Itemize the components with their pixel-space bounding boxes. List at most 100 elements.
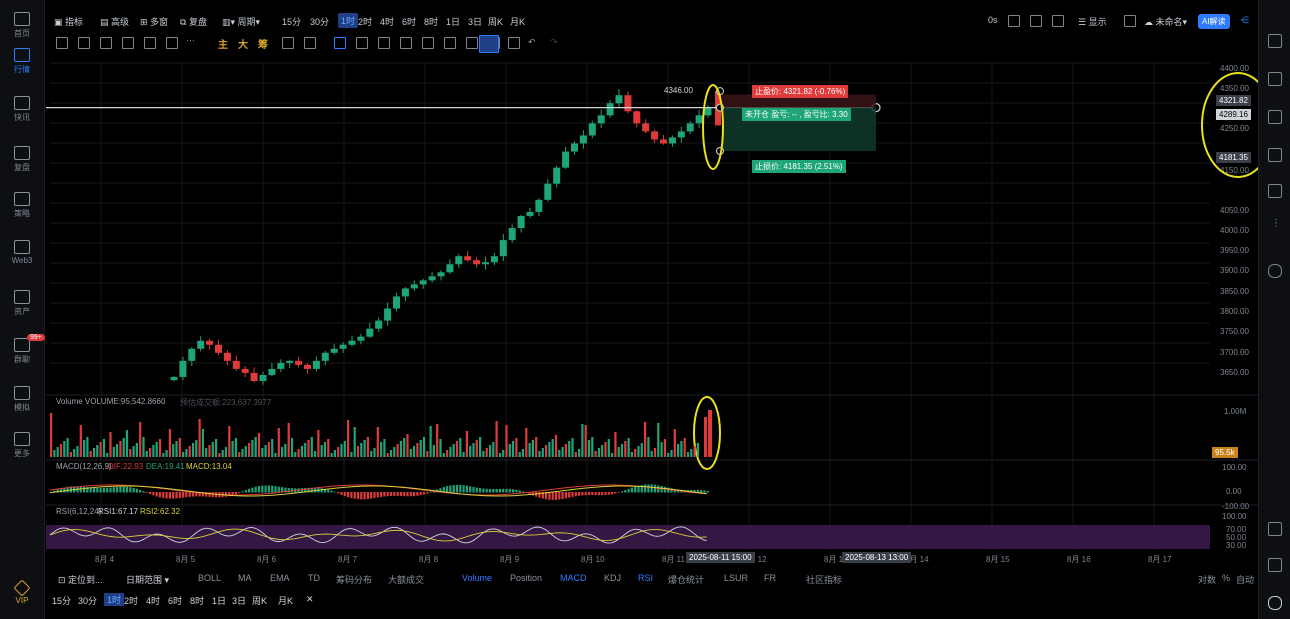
redo-icon[interactable]: ↷ [550, 37, 558, 47]
bottom-interval-6[interactable]: 6时 [168, 596, 183, 606]
interval-11[interactable]: 月K [510, 17, 526, 27]
left-nav-10[interactable]: 更多 [0, 432, 44, 459]
layers-icon[interactable] [1268, 184, 1282, 198]
bottom-interval-3[interactable]: 1时 [104, 593, 125, 606]
date-range-button[interactable]: 日期范围 ▾ [126, 575, 170, 585]
interval-7[interactable]: 8时 [424, 17, 439, 27]
settings-icon[interactable] [1268, 264, 1282, 278]
close-icon[interactable]: ✕ [306, 594, 314, 604]
bottom-interval-9[interactable]: 3日 [232, 596, 247, 606]
eye-icon[interactable] [444, 37, 456, 49]
period-button[interactable]: ▥▾ 周期▾ [222, 17, 261, 27]
monitor-icon[interactable] [1268, 148, 1282, 162]
undo-icon[interactable]: ↶ [528, 37, 536, 47]
left-nav-5[interactable]: 策略 [0, 192, 44, 219]
ray-tool-icon[interactable] [100, 37, 112, 49]
replay-button[interactable]: ⧉ 复盘 [180, 17, 207, 27]
left-nav-7[interactable]: 资产 [0, 290, 44, 317]
edit-icon[interactable] [1030, 15, 1042, 27]
interval-1[interactable]: 15分 [282, 17, 302, 27]
left-nav-9[interactable]: 模拟 [0, 386, 44, 413]
chart-area[interactable]: 4400.00 4350.00 4250.00 4150.00 4050.00 4000.… [46, 55, 1275, 565]
hline-tool-icon[interactable] [78, 37, 90, 49]
main-tool[interactable]: 主 [218, 40, 228, 51]
percent-button[interactable]: % [1222, 573, 1231, 583]
sub-indicator-3[interactable]: MACD [560, 573, 587, 583]
alert-icon[interactable] [1268, 558, 1282, 572]
sub-indicator-6[interactable]: 爆仓统计 [668, 575, 705, 585]
bottom-interval-7[interactable]: 8时 [190, 596, 205, 606]
sub-indicator-9[interactable]: 社区指标 [806, 575, 843, 585]
chip-tool[interactable]: 筹 [258, 40, 268, 51]
left-nav-1[interactable]: 首页 [0, 12, 44, 39]
interval-10[interactable]: 周K [488, 17, 504, 27]
filter-icon[interactable] [479, 35, 499, 53]
more-tools-icon[interactable]: ··· [186, 35, 195, 45]
indicator-button[interactable]: ▣ 指标 [54, 17, 84, 27]
share-icon[interactable]: ⋲ [1240, 15, 1249, 25]
candlestick-chart[interactable]: 4400.00 4350.00 4250.00 4150.00 4050.00 4000.… [46, 55, 1275, 565]
auto-scale-button[interactable]: 自动 [1236, 575, 1255, 585]
fullscreen-icon[interactable] [1052, 15, 1064, 27]
trash-icon[interactable] [508, 37, 520, 49]
multi-window-button[interactable]: ⊞ 多窗 [140, 17, 169, 27]
left-nav-4[interactable]: 复盘 [0, 146, 44, 173]
bottom-interval-11[interactable]: 月K [278, 596, 294, 606]
trend-icon[interactable] [466, 37, 478, 49]
support-icon[interactable] [1268, 596, 1282, 610]
select-icon[interactable] [334, 37, 346, 49]
pattern-icon[interactable] [400, 37, 412, 49]
layout-icon[interactable] [1268, 522, 1282, 536]
line-tool-icon[interactable] [56, 37, 68, 49]
sub-indicator-2[interactable]: Position [510, 573, 543, 583]
locate-button[interactable]: ⊡ 定位到... [58, 575, 103, 585]
brush-icon[interactable] [356, 37, 368, 49]
interval-6[interactable]: 6时 [402, 17, 417, 27]
left-nav-8[interactable]: 群聊 99+ [0, 334, 45, 365]
indicator-icon[interactable] [1268, 110, 1282, 124]
main-indicator-6[interactable]: 大额成交 [388, 575, 425, 585]
account-button[interactable]: ☁ 未命名▾ [1144, 17, 1188, 27]
interval-2[interactable]: 30分 [310, 17, 330, 27]
main-indicator-2[interactable]: MA [238, 573, 252, 583]
bottom-interval-8[interactable]: 1日 [212, 596, 227, 606]
measure-icon[interactable] [304, 37, 316, 49]
sub-indicator-8[interactable]: FR [764, 573, 776, 583]
lock-icon[interactable] [422, 37, 434, 49]
sub-indicator-5[interactable]: RSI [638, 573, 654, 583]
left-nav-3[interactable]: 快讯 [0, 96, 44, 123]
sub-indicator-1[interactable]: Volume [462, 573, 493, 583]
left-nav-2[interactable]: 行情 [0, 48, 44, 75]
log-scale-button[interactable]: 对数 [1198, 575, 1217, 585]
camera-icon[interactable] [1008, 15, 1020, 27]
main-indicator-4[interactable]: TD [308, 573, 320, 583]
expand-icon[interactable] [1124, 15, 1136, 27]
panel-icon[interactable] [1268, 34, 1282, 48]
interval-3[interactable]: 1时 [338, 13, 359, 28]
channel-tool-icon[interactable] [122, 37, 134, 49]
main-indicator-3[interactable]: EMA [270, 573, 290, 583]
interval-4[interactable]: 2时 [358, 17, 373, 27]
pen-tool-icon[interactable] [144, 37, 156, 49]
bottom-interval-1[interactable]: 15分 [52, 596, 72, 606]
pencil-icon[interactable] [378, 37, 390, 49]
magnet-icon[interactable] [282, 37, 294, 49]
interval-5[interactable]: 4时 [380, 17, 395, 27]
interval-8[interactable]: 1日 [446, 17, 461, 27]
bottom-interval-2[interactable]: 30分 [78, 596, 98, 606]
left-nav-11[interactable]: VIP [0, 579, 44, 605]
sub-indicator-7[interactable]: LSUR [724, 573, 749, 583]
big-tool[interactable]: 大 [238, 40, 248, 51]
sub-indicator-4[interactable]: KDJ [604, 573, 622, 583]
interval-9[interactable]: 3日 [468, 17, 483, 27]
fib-tool-icon[interactable] [166, 37, 178, 49]
display-button[interactable]: ☰ 显示 [1078, 17, 1107, 27]
advanced-button[interactable]: ▤ 高级 [100, 17, 130, 27]
trade-icon[interactable] [1268, 72, 1282, 86]
more-icon[interactable]: ⋮ [1271, 218, 1281, 229]
main-indicator-5[interactable]: 筹码分布 [336, 575, 373, 585]
ai-analysis-button[interactable]: AI解读 [1198, 14, 1230, 29]
left-nav-6[interactable]: Web3 [0, 240, 44, 265]
bottom-interval-5[interactable]: 4时 [146, 596, 161, 606]
bottom-interval-4[interactable]: 2时 [124, 596, 139, 606]
